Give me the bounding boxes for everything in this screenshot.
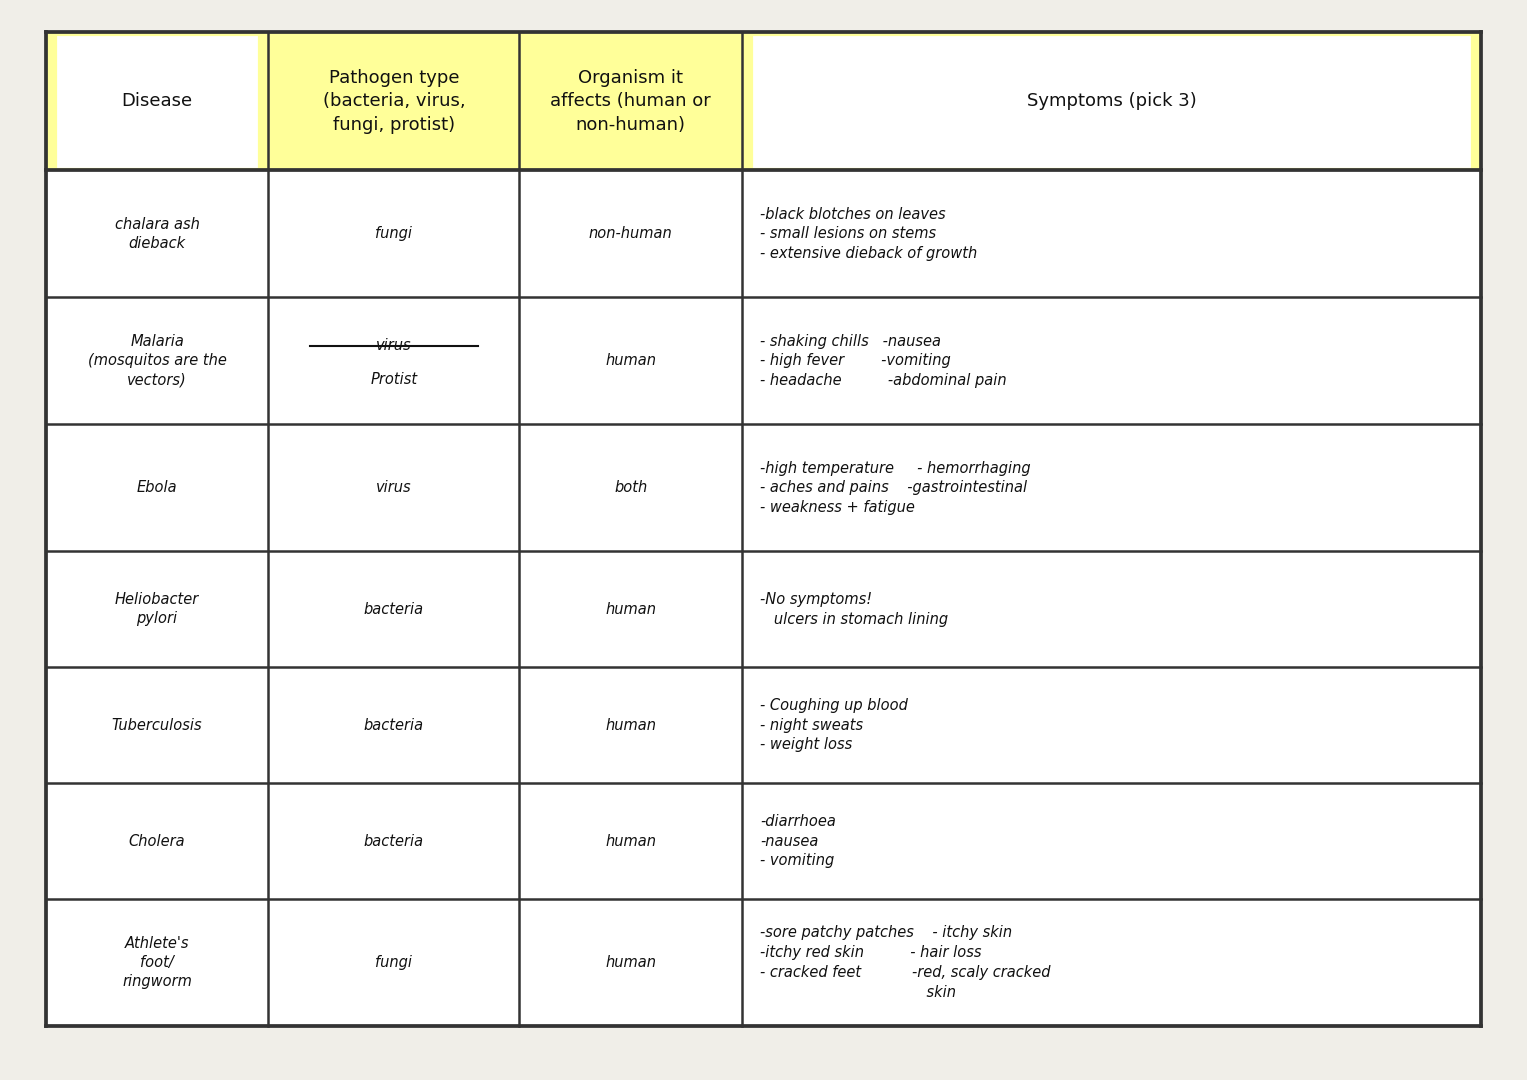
FancyBboxPatch shape bbox=[519, 171, 742, 297]
Text: Pathogen type
(bacteria, virus,
fungi, protist): Pathogen type (bacteria, virus, fungi, p… bbox=[322, 69, 466, 134]
Text: Tuberculosis: Tuberculosis bbox=[111, 717, 203, 732]
Text: human: human bbox=[605, 602, 657, 617]
FancyBboxPatch shape bbox=[269, 551, 519, 667]
Text: Symptoms (pick 3): Symptoms (pick 3) bbox=[1026, 93, 1197, 110]
FancyBboxPatch shape bbox=[46, 424, 269, 551]
FancyBboxPatch shape bbox=[519, 783, 742, 899]
Text: - shaking chills   -nausea
- high fever        -vomiting
- headache          -ab: - shaking chills -nausea - high fever -v… bbox=[760, 334, 1006, 388]
FancyBboxPatch shape bbox=[742, 899, 1481, 1026]
Text: Malaria
(mosquitos are the
vectors): Malaria (mosquitos are the vectors) bbox=[87, 334, 226, 388]
Text: human: human bbox=[605, 353, 657, 368]
FancyBboxPatch shape bbox=[519, 551, 742, 667]
FancyBboxPatch shape bbox=[46, 667, 269, 783]
FancyBboxPatch shape bbox=[754, 37, 1469, 166]
Text: bacteria: bacteria bbox=[363, 717, 425, 732]
Text: human: human bbox=[605, 834, 657, 849]
Text: - Coughing up blood
- night sweats
- weight loss: - Coughing up blood - night sweats - wei… bbox=[760, 698, 909, 753]
FancyBboxPatch shape bbox=[742, 171, 1481, 297]
Text: bacteria: bacteria bbox=[363, 834, 425, 849]
Text: human: human bbox=[605, 955, 657, 970]
Text: non-human: non-human bbox=[589, 227, 672, 242]
FancyBboxPatch shape bbox=[46, 32, 269, 171]
Text: -No symptoms!
   ulcers in stomach lining: -No symptoms! ulcers in stomach lining bbox=[760, 592, 948, 626]
Text: chalara ash
dieback: chalara ash dieback bbox=[115, 217, 200, 251]
Text: bacteria: bacteria bbox=[363, 602, 425, 617]
Text: Cholera: Cholera bbox=[128, 834, 185, 849]
Text: fungi: fungi bbox=[376, 227, 412, 242]
Text: Ebola: Ebola bbox=[137, 481, 177, 496]
FancyBboxPatch shape bbox=[742, 32, 1481, 171]
FancyBboxPatch shape bbox=[519, 32, 742, 171]
FancyBboxPatch shape bbox=[269, 783, 519, 899]
FancyBboxPatch shape bbox=[46, 783, 269, 899]
FancyBboxPatch shape bbox=[269, 32, 519, 171]
Text: Protist: Protist bbox=[371, 373, 417, 388]
FancyBboxPatch shape bbox=[269, 667, 519, 783]
FancyBboxPatch shape bbox=[742, 783, 1481, 899]
FancyBboxPatch shape bbox=[742, 551, 1481, 667]
Text: fungi: fungi bbox=[376, 955, 412, 970]
FancyBboxPatch shape bbox=[46, 297, 269, 424]
FancyBboxPatch shape bbox=[269, 297, 519, 424]
Text: Athlete's
foot/
ringworm: Athlete's foot/ ringworm bbox=[122, 935, 192, 989]
Text: Heliobacter
pylori: Heliobacter pylori bbox=[115, 592, 199, 626]
FancyBboxPatch shape bbox=[269, 424, 519, 551]
FancyBboxPatch shape bbox=[58, 37, 257, 166]
FancyBboxPatch shape bbox=[742, 297, 1481, 424]
Text: virus: virus bbox=[376, 338, 412, 353]
FancyBboxPatch shape bbox=[46, 551, 269, 667]
Text: -sore patchy patches    - itchy skin
-itchy red skin          - hair loss
- crac: -sore patchy patches - itchy skin -itchy… bbox=[760, 926, 1051, 1000]
FancyBboxPatch shape bbox=[519, 297, 742, 424]
Text: Disease: Disease bbox=[122, 93, 192, 110]
FancyBboxPatch shape bbox=[46, 171, 269, 297]
FancyBboxPatch shape bbox=[742, 424, 1481, 551]
FancyBboxPatch shape bbox=[269, 171, 519, 297]
FancyBboxPatch shape bbox=[519, 667, 742, 783]
FancyBboxPatch shape bbox=[519, 899, 742, 1026]
FancyBboxPatch shape bbox=[46, 899, 269, 1026]
Text: -black blotches on leaves
- small lesions on stems
- extensive dieback of growth: -black blotches on leaves - small lesion… bbox=[760, 206, 977, 261]
Text: both: both bbox=[614, 481, 647, 496]
FancyBboxPatch shape bbox=[269, 899, 519, 1026]
Text: Organism it
affects (human or
non-human): Organism it affects (human or non-human) bbox=[550, 69, 712, 134]
Text: -diarrhoea
-nausea
- vomiting: -diarrhoea -nausea - vomiting bbox=[760, 814, 837, 868]
Text: -high temperature     - hemorrhaging
- aches and pains    -gastrointestinal
- we: -high temperature - hemorrhaging - aches… bbox=[760, 460, 1031, 515]
Text: virus: virus bbox=[376, 481, 412, 496]
Text: human: human bbox=[605, 717, 657, 732]
FancyBboxPatch shape bbox=[742, 667, 1481, 783]
FancyBboxPatch shape bbox=[519, 424, 742, 551]
